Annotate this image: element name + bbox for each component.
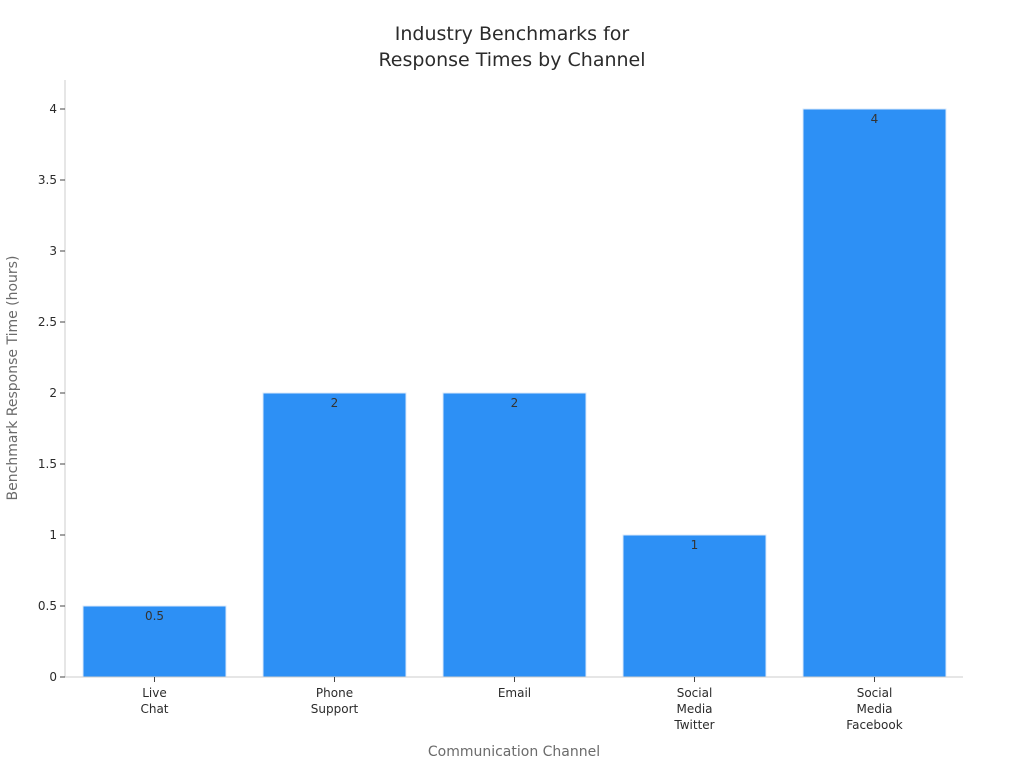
data-labels-group: 0.5 2 2 1 4 [145, 112, 878, 623]
x-tick-label-0: Live Chat [140, 686, 168, 716]
x-tick-label-3: Social Media Twitter [673, 686, 714, 732]
chart-title-line-1: Industry Benchmarks for [395, 23, 630, 45]
bar-3 [622, 534, 767, 678]
bar-4 [802, 108, 947, 678]
y-tick-label-1: 0.5 [38, 599, 57, 613]
y-tick-label-7: 3.5 [38, 173, 57, 187]
data-label-1: 2 [331, 396, 339, 410]
y-tick-label-4: 2 [49, 386, 57, 400]
bar-2 [442, 392, 587, 678]
x-tick-label-1: Phone Support [311, 686, 359, 716]
bar-1 [262, 392, 407, 678]
x-ticks-group: Live Chat Phone Support Email Social Media Twit… [140, 677, 903, 732]
bars-group [82, 108, 947, 678]
y-tick-label-0: 0 [49, 670, 57, 684]
bar-0 [82, 605, 227, 678]
x-axis-label: Communication Channel [428, 744, 600, 760]
data-label-2: 2 [511, 396, 519, 410]
y-ticks-group: 0 0.5 1 1.5 2 2.5 3 3.5 4 [38, 102, 65, 684]
chart-title-line-2: Response Times by Channel [378, 49, 645, 71]
data-label-0: 0.5 [145, 609, 164, 623]
y-tick-label-5: 2.5 [38, 315, 57, 329]
y-tick-label-8: 4 [49, 102, 57, 116]
data-label-4: 4 [871, 112, 879, 126]
x-tick-label-2: Email [498, 686, 531, 700]
data-label-3: 1 [691, 538, 699, 552]
y-tick-label-3: 1.5 [38, 457, 57, 471]
y-tick-label-2: 1 [49, 528, 57, 542]
x-tick-label-4: Social Media Facebook [846, 686, 902, 732]
y-tick-label-6: 3 [49, 244, 57, 258]
y-axis-label: Benchmark Response Time (hours) [5, 256, 21, 501]
